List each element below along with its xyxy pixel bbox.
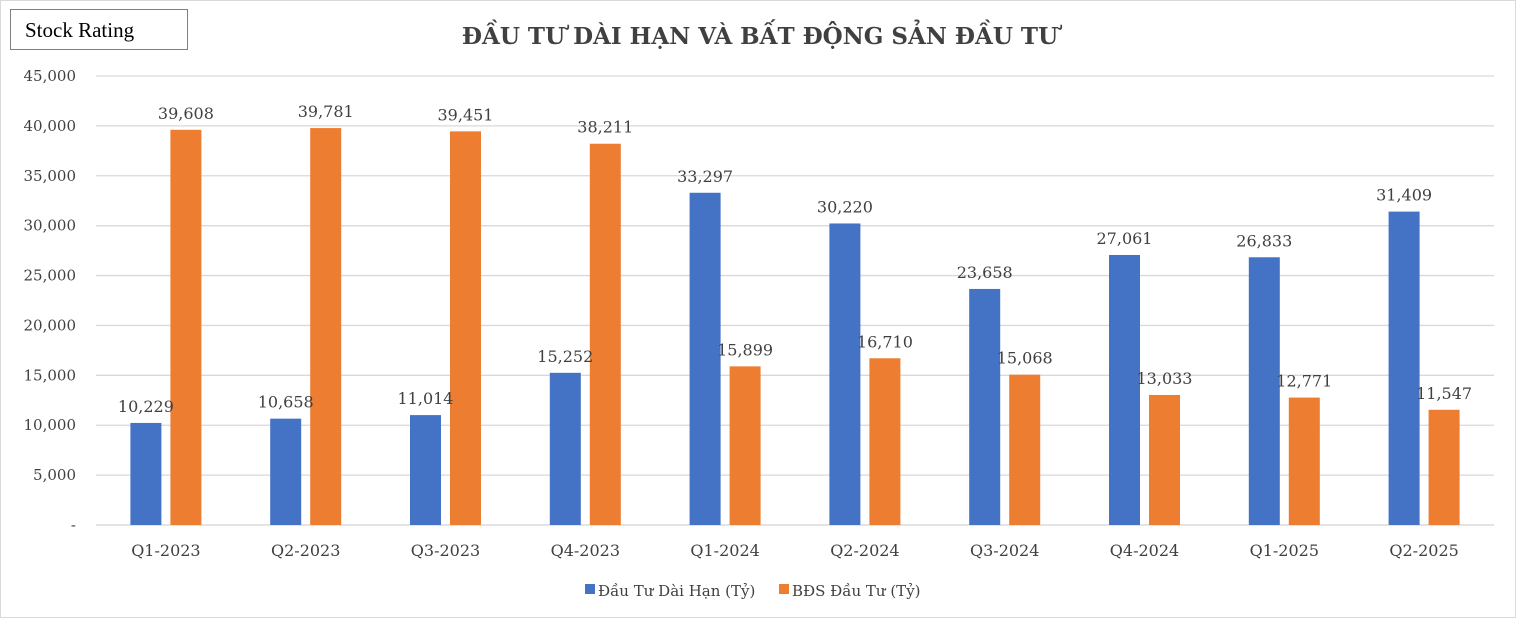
x-tick-label: Q1-2025 <box>1250 541 1319 560</box>
bar-series-1 <box>1109 254 1140 526</box>
y-tick-label: 20,000 <box>24 316 77 334</box>
bar-series-2 <box>170 129 202 525</box>
x-tick-label: Q4-2024 <box>1110 541 1179 560</box>
bar-series-1 <box>410 415 441 525</box>
bar-series-1 <box>549 372 581 525</box>
data-label: 15,899 <box>717 340 773 359</box>
data-label: 10,658 <box>258 393 314 412</box>
legend-label: BĐS Đầu Tư (Tỷ) <box>792 582 921 600</box>
y-tick-label: 45,000 <box>24 67 77 85</box>
y-tick-label: 15,000 <box>24 366 77 384</box>
gridlines <box>96 75 1494 526</box>
bar-series-2 <box>1149 394 1180 525</box>
data-label: 16,710 <box>857 332 913 351</box>
y-axis-ticks: - 5,000 10,000 15,000 20,000 25,000 30,000 35,0… <box>24 67 77 534</box>
x-tick-label: Q2-2024 <box>830 541 899 560</box>
data-label: 39,781 <box>298 102 354 121</box>
bar-series-1 <box>689 192 721 525</box>
x-tick-label: Q1-2024 <box>690 541 759 560</box>
bar-series-1 <box>969 288 1001 525</box>
x-tick-label: Q2-2025 <box>1389 541 1458 560</box>
chart-title: ĐẦU TƯ DÀI HẠN VÀ BẤT ĐỘNG SẢN ĐẦU TƯ <box>462 20 1063 50</box>
data-label: 15,252 <box>537 347 593 366</box>
y-tick-label: 5,000 <box>33 466 76 484</box>
legend-swatch <box>585 584 595 594</box>
bar-series-2 <box>729 366 761 525</box>
legend: Đầu Tư Dài Hạn (Tỷ) BĐS Đầu Tư (Tỷ) <box>585 582 921 600</box>
x-axis-ticks: Q1-2023 Q2-2023 Q3-2023 Q4-2023 Q1-2024 Q2-20… <box>131 541 1459 560</box>
bar-series-1 <box>1248 257 1280 525</box>
y-tick-label: 25,000 <box>24 267 77 285</box>
data-label: 38,211 <box>577 118 633 137</box>
data-label: 31,409 <box>1376 186 1432 205</box>
data-label: 10,229 <box>118 397 174 416</box>
data-label: 27,061 <box>1097 229 1153 248</box>
y-tick-label: - <box>71 516 76 534</box>
bar-series-1 <box>1388 211 1420 525</box>
bar-series-2 <box>1428 409 1460 525</box>
data-label: 12,771 <box>1276 372 1332 391</box>
bar-series-2 <box>310 128 342 525</box>
data-label: 33,297 <box>677 167 733 186</box>
y-tick-label: 10,000 <box>24 416 77 434</box>
x-tick-label: Q3-2023 <box>411 541 480 560</box>
stock-rating-badge: Stock Rating <box>10 9 188 50</box>
data-label: 11,547 <box>1416 384 1472 403</box>
bar-series-2 <box>1288 397 1320 525</box>
bars <box>130 128 1460 526</box>
x-tick-label: Q4-2023 <box>551 541 620 560</box>
bar-series-1 <box>130 422 162 525</box>
x-tick-label: Q1-2023 <box>131 541 200 560</box>
data-label: 26,833 <box>1236 231 1292 250</box>
bar-series-2 <box>1009 374 1041 525</box>
data-label: 30,220 <box>817 197 873 216</box>
data-label: 15,068 <box>997 349 1053 368</box>
bar-series-1 <box>270 418 302 525</box>
data-label: 39,608 <box>158 104 214 123</box>
x-tick-label: Q2-2023 <box>271 541 340 560</box>
legend-label: Đầu Tư Dài Hạn (Tỷ) <box>598 582 755 600</box>
x-tick-label: Q3-2024 <box>970 541 1039 560</box>
y-tick-label: 40,000 <box>24 117 77 135</box>
data-label: 23,658 <box>957 263 1013 282</box>
data-labels: 10,229 39,608 10,658 39,781 11,014 39,451 15,2… <box>118 102 1472 416</box>
data-label: 11,014 <box>398 389 454 408</box>
bar-series-2 <box>869 358 901 525</box>
bar-series-2 <box>450 131 481 525</box>
bar-series-1 <box>829 223 861 525</box>
data-label: 13,033 <box>1137 369 1193 388</box>
y-tick-label: 30,000 <box>24 217 77 235</box>
legend-swatch <box>779 584 789 594</box>
data-label: 39,451 <box>438 105 494 124</box>
bar-series-2 <box>589 143 621 525</box>
y-tick-label: 35,000 <box>24 167 77 185</box>
